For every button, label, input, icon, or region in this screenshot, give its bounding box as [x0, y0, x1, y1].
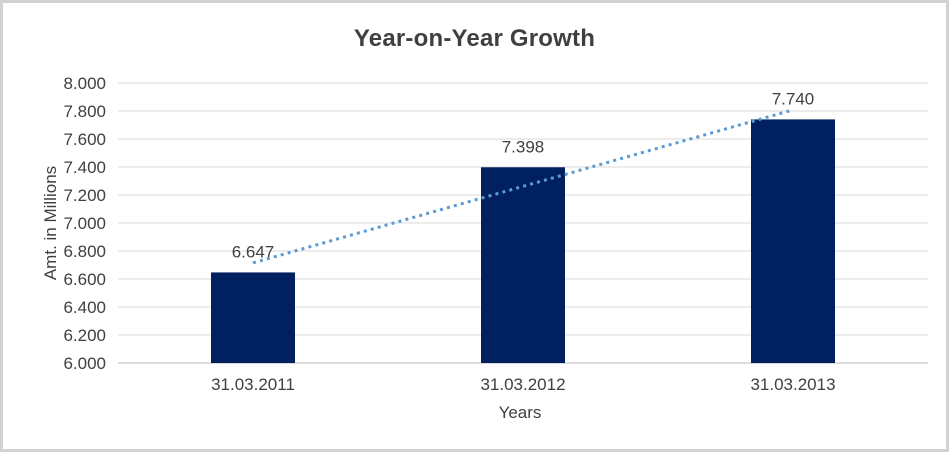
- y-tick-label: 7.200: [63, 186, 106, 205]
- y-tick-label: 8.000: [63, 74, 106, 93]
- y-tick-label: 6.600: [63, 270, 106, 289]
- bar-31.03.2013[interactable]: [751, 119, 835, 364]
- y-tick-label: 6.800: [63, 242, 106, 261]
- y-tick-label: 6.200: [63, 326, 106, 345]
- bar-data-label: 7.398: [502, 137, 545, 156]
- y-tick-label: 7.800: [63, 102, 106, 121]
- y-tick-label: 7.600: [63, 130, 106, 149]
- y-tick-label: 7.000: [63, 214, 106, 233]
- x-tick-label: 31.03.2012: [480, 375, 565, 394]
- bar-data-label: 6.647: [232, 242, 275, 261]
- plot-area: 8.000 7.800 7.600 7.400 7.200 7.000 6.800 6.600…: [63, 74, 928, 394]
- x-tick-label: 31.03.2011: [211, 375, 295, 394]
- bar-31.03.2012[interactable]: [481, 167, 565, 363]
- chart-title: Year-on-Year Growth: [353, 25, 596, 52]
- bar-data-label: 7.740: [772, 89, 815, 108]
- y-tick-label: 6.000: [63, 354, 106, 373]
- y-tick-label: 6.400: [63, 298, 106, 317]
- x-axis-title: Years: [498, 403, 542, 422]
- y-tick-label: 7.400: [63, 158, 106, 177]
- x-tick-label: 31.03.2013: [750, 375, 835, 394]
- bar-31.03.2011[interactable]: [211, 272, 295, 363]
